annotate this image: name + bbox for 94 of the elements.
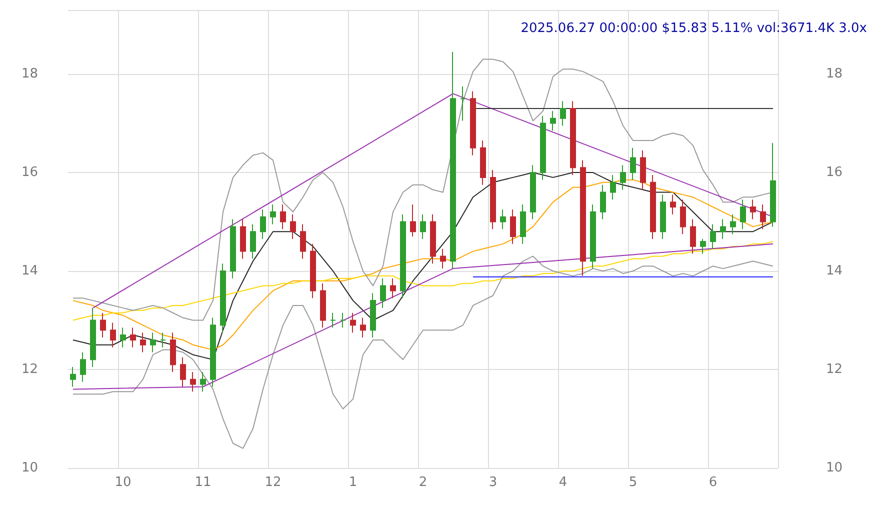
candlestick	[330, 312, 336, 328]
candlestick	[430, 214, 436, 264]
candlestick	[570, 100, 576, 176]
candlestick	[710, 224, 716, 250]
y2-tick-label: 18	[826, 66, 843, 82]
candlestick	[310, 243, 316, 299]
candlestick	[510, 208, 516, 244]
candlestick	[290, 214, 296, 240]
line-series	[72, 240, 774, 321]
x-tick-label: 1	[348, 475, 358, 490]
candlestick	[540, 115, 546, 180]
candlestick	[450, 51, 456, 270]
x-tick-label: 6	[708, 475, 718, 490]
candlestick	[410, 204, 416, 238]
candlestick	[600, 184, 606, 220]
candlestick	[180, 356, 186, 388]
line-series	[72, 256, 774, 449]
candlestick	[480, 140, 486, 186]
candlestick	[120, 327, 126, 348]
candlestick	[560, 100, 566, 126]
candlestick	[150, 332, 156, 353]
candlestick	[460, 86, 466, 122]
candlestick	[110, 322, 116, 348]
candlestick	[130, 327, 136, 348]
candlestick	[260, 208, 266, 240]
y-tick-label: 18	[21, 66, 38, 82]
candlestick	[160, 332, 166, 348]
candlestick	[280, 204, 286, 230]
candlestick	[590, 204, 596, 270]
candlestick	[770, 142, 776, 228]
candlestick	[700, 238, 706, 254]
y-tick-label: 12	[21, 362, 38, 378]
x-tick-label: 10	[114, 475, 132, 490]
candlestick	[370, 292, 376, 338]
candlestick	[140, 332, 146, 353]
candlestick	[680, 199, 686, 235]
candlestick	[250, 224, 256, 260]
candlestick	[670, 194, 676, 215]
x-tick-label: 11	[194, 475, 212, 490]
y2-tick-label: 10	[826, 460, 843, 476]
candlestick	[190, 371, 196, 392]
candlestick	[620, 164, 626, 190]
candlestick	[270, 204, 276, 225]
y-tick-label: 16	[21, 165, 38, 180]
candlestick	[500, 208, 506, 230]
x-tick-label: 4	[558, 475, 568, 490]
candlestick	[530, 164, 536, 220]
y2-tick-label: 14	[826, 264, 843, 279]
candlestick	[640, 150, 646, 190]
candlestick	[720, 218, 726, 240]
candlestick	[760, 204, 766, 230]
candlestick	[230, 218, 236, 279]
candlestick	[380, 278, 386, 308]
text: 2025.06.27 00:00:00 $15.83 5.11% vol:3671.4K 3.0x	[520, 21, 868, 36]
candlestick	[400, 214, 406, 299]
x-tick-label: 2	[418, 475, 428, 490]
candlestick	[300, 224, 306, 260]
y2-tick-label: 16	[826, 165, 843, 180]
candlestick	[610, 174, 616, 200]
candlestick	[660, 194, 666, 240]
line-series	[72, 243, 774, 390]
x-tick-label: 3	[488, 475, 498, 490]
candlestick	[580, 160, 586, 276]
y-tick-label: 14	[21, 264, 38, 279]
candlestick	[210, 317, 216, 388]
y-tick-label: 10	[21, 460, 38, 476]
candlestick	[90, 307, 96, 368]
candlestick	[550, 110, 556, 132]
candlestick	[350, 312, 356, 334]
candlestick	[220, 263, 226, 334]
candlestick	[320, 282, 326, 328]
candlestick	[740, 199, 746, 230]
candlestick	[490, 170, 496, 230]
candlestick	[470, 90, 476, 156]
y2-tick-label: 12	[826, 362, 843, 378]
x-tick-label: 5	[628, 475, 638, 490]
candlestick	[520, 204, 526, 244]
candlestick	[80, 352, 86, 382]
candlestick	[360, 317, 366, 338]
x-tick-label: 12	[264, 475, 282, 490]
candlestick	[200, 371, 206, 392]
candlestick	[340, 312, 346, 328]
candlestick	[630, 147, 636, 180]
candlestick	[170, 332, 176, 372]
candlestick	[690, 218, 696, 254]
candlestick	[750, 199, 756, 220]
candlestick	[240, 218, 246, 260]
candlestick	[420, 214, 426, 240]
candlestick	[650, 174, 656, 240]
candlestick	[100, 312, 106, 338]
candlestick	[390, 278, 396, 299]
candlestick	[70, 366, 76, 388]
candlestick	[730, 214, 736, 235]
candlestick	[440, 248, 446, 270]
